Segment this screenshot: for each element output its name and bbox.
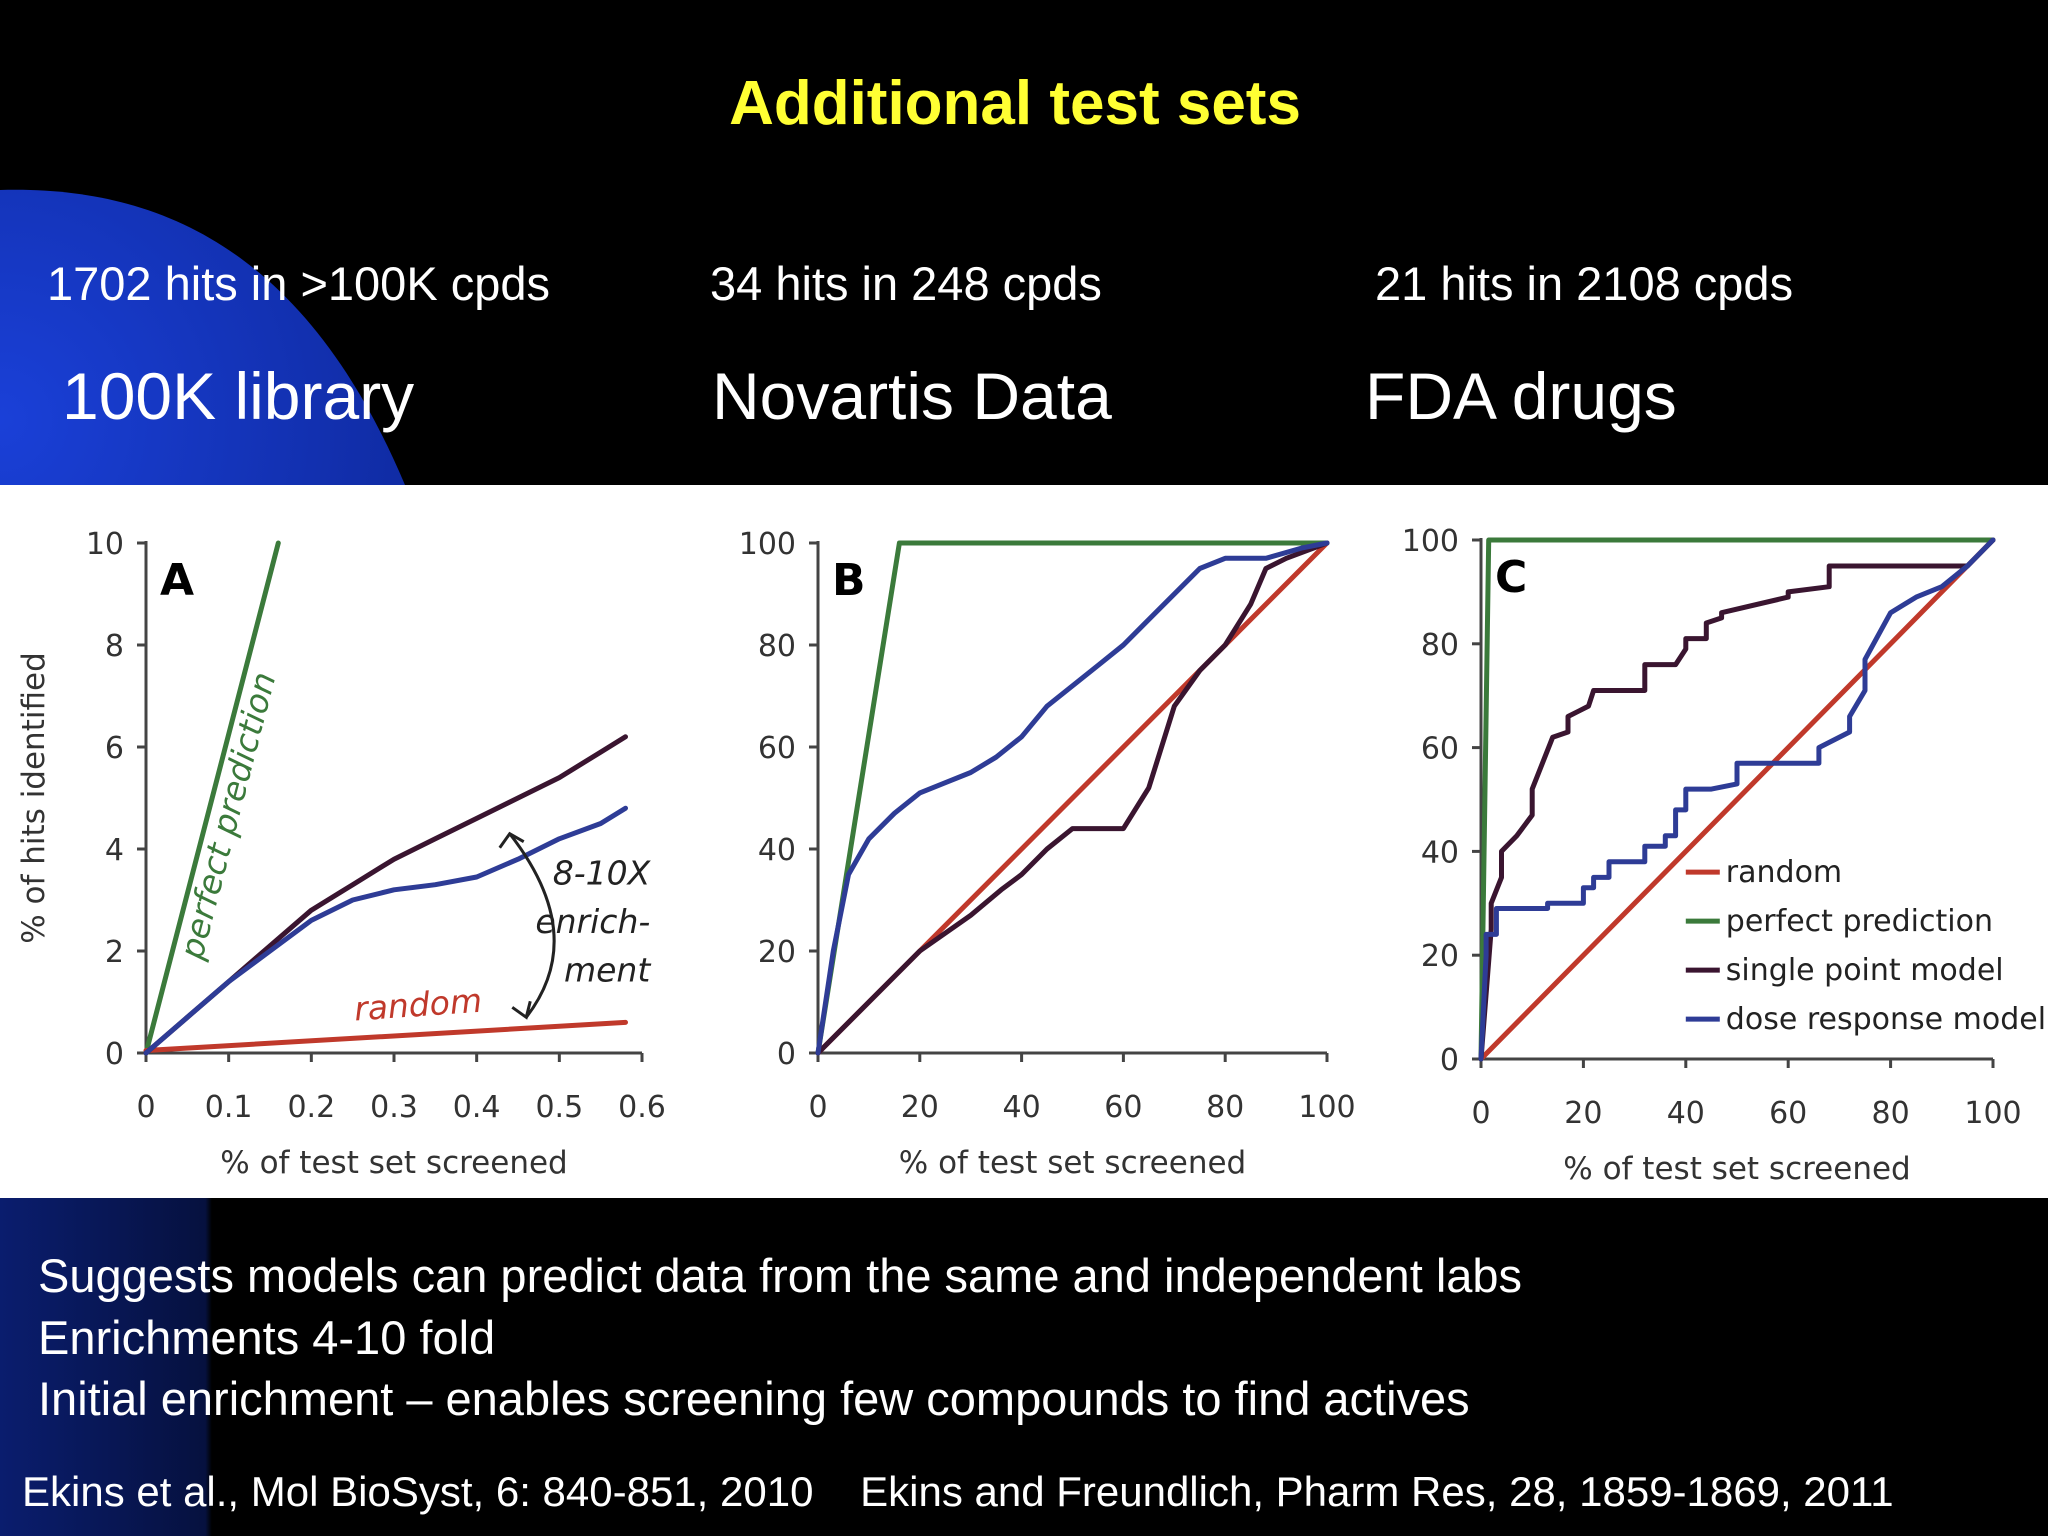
chart-a: 0 0.1 0.2 0.3 0.4 0.5 0.6 0 2 4 6 8 10 % of test set …: [16, 527, 666, 1181]
bullet-3: Initial enrichment – enables screening f…: [38, 1372, 1470, 1425]
x-tick-label: 80: [1872, 1096, 1910, 1131]
y-tick-label: 8: [105, 629, 124, 664]
enrichment-arrow-head-top: [498, 831, 525, 849]
y-tick-label: 60: [758, 731, 796, 766]
x-tick-label: 0.1: [205, 1090, 253, 1125]
enrichment-annotation: ment: [564, 951, 651, 990]
y-tick-label: 100: [739, 527, 796, 562]
x-tick-label: 0: [808, 1090, 827, 1125]
y-tick-label: 0: [1440, 1043, 1459, 1078]
y-tick-label: 10: [86, 527, 124, 562]
y-tick-label: 6: [105, 731, 124, 766]
x-tick-label: 0.4: [453, 1090, 501, 1125]
series-line-dose: [143, 805, 628, 1056]
y-tick-label: 80: [1421, 628, 1459, 663]
y-tick-label: 0: [777, 1037, 796, 1072]
decor-blue-arc-bottom: [0, 1198, 642, 1536]
x-tick-label: 0.3: [370, 1090, 418, 1125]
x-axis-label: % of test set screened: [220, 1145, 567, 1181]
x-tick-label: 0: [1471, 1096, 1490, 1131]
charts-svg: 0 0.1 0.2 0.3 0.4 0.5 0.6 0 2 4 6 8 10 % of test set …: [16, 524, 2046, 1187]
x-tick-label: 40: [1667, 1096, 1705, 1131]
enrichment-arrow: [508, 832, 556, 1019]
chart-b: 0 20 40 60 80 100 0 20 40 60 80 100 % of test set sc…: [739, 527, 1356, 1181]
y-axis-label: % of hits identified: [16, 652, 52, 944]
y-tick-label: 20: [758, 935, 796, 970]
legend-label-single: single point model: [1726, 953, 2004, 988]
y-tick-label: 4: [105, 833, 124, 868]
x-tick-label: 80: [1206, 1090, 1244, 1125]
bullet-1: Suggests models can predict data from th…: [38, 1249, 1523, 1302]
legend-label-perfect: perfect prediction: [1726, 904, 1993, 939]
x-tick-label: 100: [1298, 1090, 1355, 1125]
series-line-single: [1478, 537, 1996, 1062]
x-tick-label: 0.5: [535, 1090, 583, 1125]
x-tick-label: 40: [1003, 1090, 1041, 1125]
references: Ekins et al., Mol BioSyst, 6: 840-851, 2…: [22, 1468, 1894, 1515]
enrichment-annotation: 8-10X: [553, 854, 652, 893]
x-tick-label: 60: [1104, 1090, 1142, 1125]
x-tick-label: 20: [1564, 1096, 1602, 1131]
x-axis-label: % of test set screened: [1563, 1151, 1910, 1187]
set-name-novartis: Novartis Data: [712, 359, 1112, 433]
series-line-dose: [815, 540, 1330, 1056]
series-line-perfect: [1478, 537, 1996, 1062]
y-tick-label: 40: [758, 833, 796, 868]
chart-c: 0 20 40 60 80 100 0 20 40 60 80 100 % of test set sc…: [1402, 524, 2046, 1187]
x-tick-label: 100: [1964, 1096, 2021, 1131]
panel-label: B: [832, 555, 866, 606]
x-tick-label: 0.6: [618, 1090, 666, 1125]
legend-label-random: random: [1726, 855, 1842, 890]
x-tick-label: 0.2: [287, 1090, 335, 1125]
set-name-fda: FDA drugs: [1365, 359, 1677, 433]
x-tick-label: 0: [136, 1090, 155, 1125]
bullet-2: Enrichments 4-10 fold: [38, 1311, 496, 1364]
panel-label: C: [1495, 552, 1527, 603]
y-tick-label: 20: [1421, 939, 1459, 974]
legend-label-dose: dose response model: [1726, 1002, 2046, 1037]
y-tick-label: 100: [1402, 524, 1459, 559]
x-tick-label: 60: [1769, 1096, 1807, 1131]
chart-panel: 0 0.1 0.2 0.3 0.4 0.5 0.6 0 2 4 6 8 10 % of test set …: [0, 485, 2048, 1198]
enrichment-arrow-head-bottom: [511, 1000, 532, 1020]
series-line-single: [815, 540, 1330, 1056]
series-line-dose: [1478, 537, 1996, 1062]
set-hits-novartis: 34 hits in 248 cpds: [710, 257, 1102, 310]
set-hits-100k: 1702 hits in >100K cpds: [47, 257, 551, 310]
series-line-perfect: [143, 540, 281, 1056]
series-label-perfect: perfect prediction: [172, 668, 284, 964]
series-line-random: [1478, 537, 1996, 1062]
x-axis-label: % of test set screened: [899, 1145, 1246, 1181]
y-tick-label: 60: [1421, 732, 1459, 767]
panel-label: A: [160, 555, 194, 606]
set-name-100k: 100K library: [62, 359, 415, 433]
set-hits-fda: 21 hits in 2108 cpds: [1375, 257, 1794, 310]
x-tick-label: 20: [901, 1090, 939, 1125]
series-line-random: [143, 1019, 628, 1053]
y-tick-label: 80: [758, 629, 796, 664]
decor-blue-arc-top: [0, 189, 405, 486]
y-tick-label: 40: [1421, 835, 1459, 870]
y-tick-label: 2: [105, 935, 124, 970]
slide-title: Additional test sets: [729, 69, 1301, 138]
series-label-random: random: [353, 981, 483, 1029]
y-tick-label: 0: [105, 1037, 124, 1072]
enrichment-annotation: enrich-: [535, 902, 650, 941]
